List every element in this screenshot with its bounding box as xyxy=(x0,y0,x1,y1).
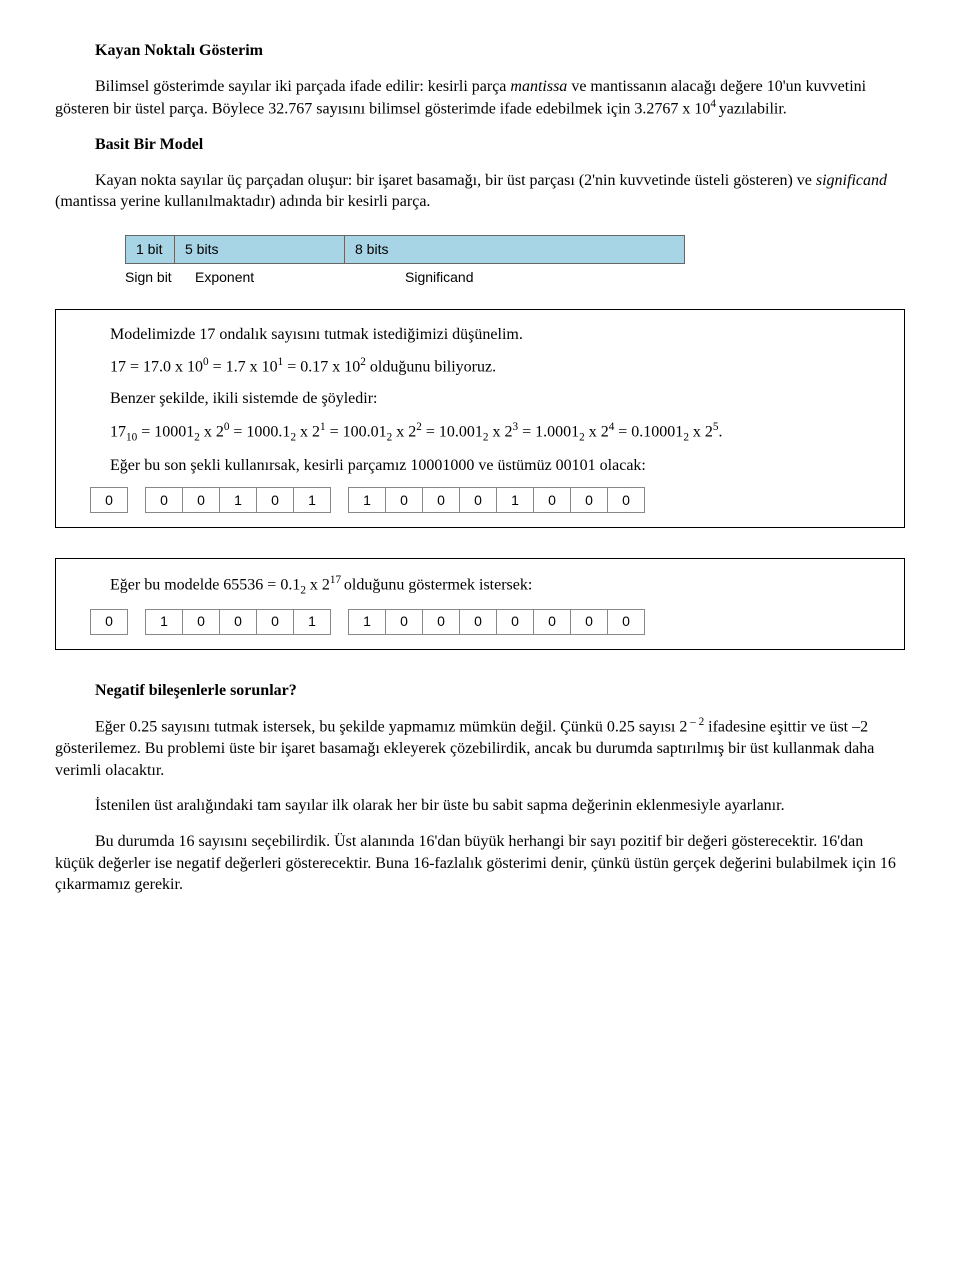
bit-cell: 0 xyxy=(607,609,645,635)
bit-cell: 0 xyxy=(182,609,220,635)
bit-cell: 0 xyxy=(256,609,294,635)
bit-cell: 0 xyxy=(256,487,294,513)
superscript: 4 xyxy=(710,98,718,110)
bit-cell: 1 xyxy=(348,487,386,513)
text: Eğer bu modelde 65536 = 0.12 x 217 olduğ… xyxy=(70,573,890,599)
text: yazılabilir. xyxy=(719,101,787,118)
term-mantissa: mantissa xyxy=(510,78,567,95)
text: Eğer bu son şekli kullanırsak, kesirli p… xyxy=(70,455,890,477)
bit-cell: 0 xyxy=(182,487,220,513)
bit-cell: 1 xyxy=(348,609,386,635)
bit-cell: 0 xyxy=(607,487,645,513)
bit-table-65536: 0 1 0 0 0 1 1 0 0 0 0 0 0 0 xyxy=(90,609,890,635)
cell-significand: 8 bits xyxy=(345,235,685,264)
text: 1710 = 100012 x 20 = 1000.12 x 21 = 100.… xyxy=(70,420,890,446)
diagram-cells: 1 bit 5 bits 8 bits xyxy=(125,235,905,264)
bit-cell: 0 xyxy=(385,609,423,635)
bit-cell: 0 xyxy=(90,609,128,635)
label-sign-bit: Sign bit xyxy=(125,268,195,287)
text: Bilimsel gösterimde sayılar iki parçada … xyxy=(95,78,510,95)
label-significand: Significand xyxy=(405,268,685,287)
text: Modelimizde 17 ondalık sayısını tutmak i… xyxy=(70,324,890,346)
bit-cell: 1 xyxy=(219,487,257,513)
cell-sign-bit: 1 bit xyxy=(125,235,175,264)
bit-cell: 0 xyxy=(90,487,128,513)
text: Benzer şekilde, ikili sistemde de şöyled… xyxy=(70,388,890,410)
bit-cell: 0 xyxy=(459,609,497,635)
paragraph-negative: Eğer 0.25 sayısını tutmak istersek, bu ş… xyxy=(55,715,905,781)
bit-cell: 0 xyxy=(385,487,423,513)
text: 17 = 17.0 x 100 = 1.7 x 101 = 0.17 x 102… xyxy=(70,355,890,378)
bit-cell: 0 xyxy=(219,609,257,635)
term-significand: significand xyxy=(816,172,887,189)
bit-cell: 1 xyxy=(496,487,534,513)
bit-cell: 0 xyxy=(533,609,571,635)
diagram-labels: Sign bit Exponent Significand xyxy=(125,268,905,287)
cell-exponent: 5 bits xyxy=(175,235,345,264)
label-exponent: Exponent xyxy=(195,268,405,287)
bit-table-17: 0 0 0 1 0 1 1 0 0 0 1 0 0 0 xyxy=(90,487,890,513)
bit-cell: 0 xyxy=(422,487,460,513)
text: Kayan nokta sayılar üç parçadan oluşur: … xyxy=(95,172,816,189)
example-box-65536: Eğer bu modelde 65536 = 0.12 x 217 olduğ… xyxy=(55,558,905,650)
example-box-17: Modelimizde 17 ondalık sayısını tutmak i… xyxy=(55,309,905,528)
bit-cell: 0 xyxy=(422,609,460,635)
text: (mantissa yerine kullanılmaktadır) adınd… xyxy=(55,193,430,210)
bit-cell: 1 xyxy=(145,609,183,635)
heading-negative: Negatif bileşenlerle sorunlar? xyxy=(55,680,905,702)
paragraph-model: Kayan nokta sayılar üç parçadan oluşur: … xyxy=(55,170,905,213)
heading-main: Kayan Noktalı Gösterim xyxy=(55,40,905,62)
bit-cell: 0 xyxy=(459,487,497,513)
paragraph-excess16: Bu durumda 16 sayısını seçebilirdik. Üst… xyxy=(55,831,905,896)
bit-cell: 0 xyxy=(570,609,608,635)
bit-cell: 1 xyxy=(293,487,331,513)
bit-cell: 0 xyxy=(570,487,608,513)
bit-cell: 0 xyxy=(496,609,534,635)
bit-cell: 1 xyxy=(293,609,331,635)
paragraph-intro: Bilimsel gösterimde sayılar iki parçada … xyxy=(55,76,905,121)
floating-point-diagram: 1 bit 5 bits 8 bits Sign bit Exponent Si… xyxy=(125,235,905,287)
paragraph-bias: İstenilen üst aralığındaki tam sayılar i… xyxy=(55,795,905,817)
bit-cell: 0 xyxy=(533,487,571,513)
heading-model: Basit Bir Model xyxy=(55,134,905,156)
bit-cell: 0 xyxy=(145,487,183,513)
